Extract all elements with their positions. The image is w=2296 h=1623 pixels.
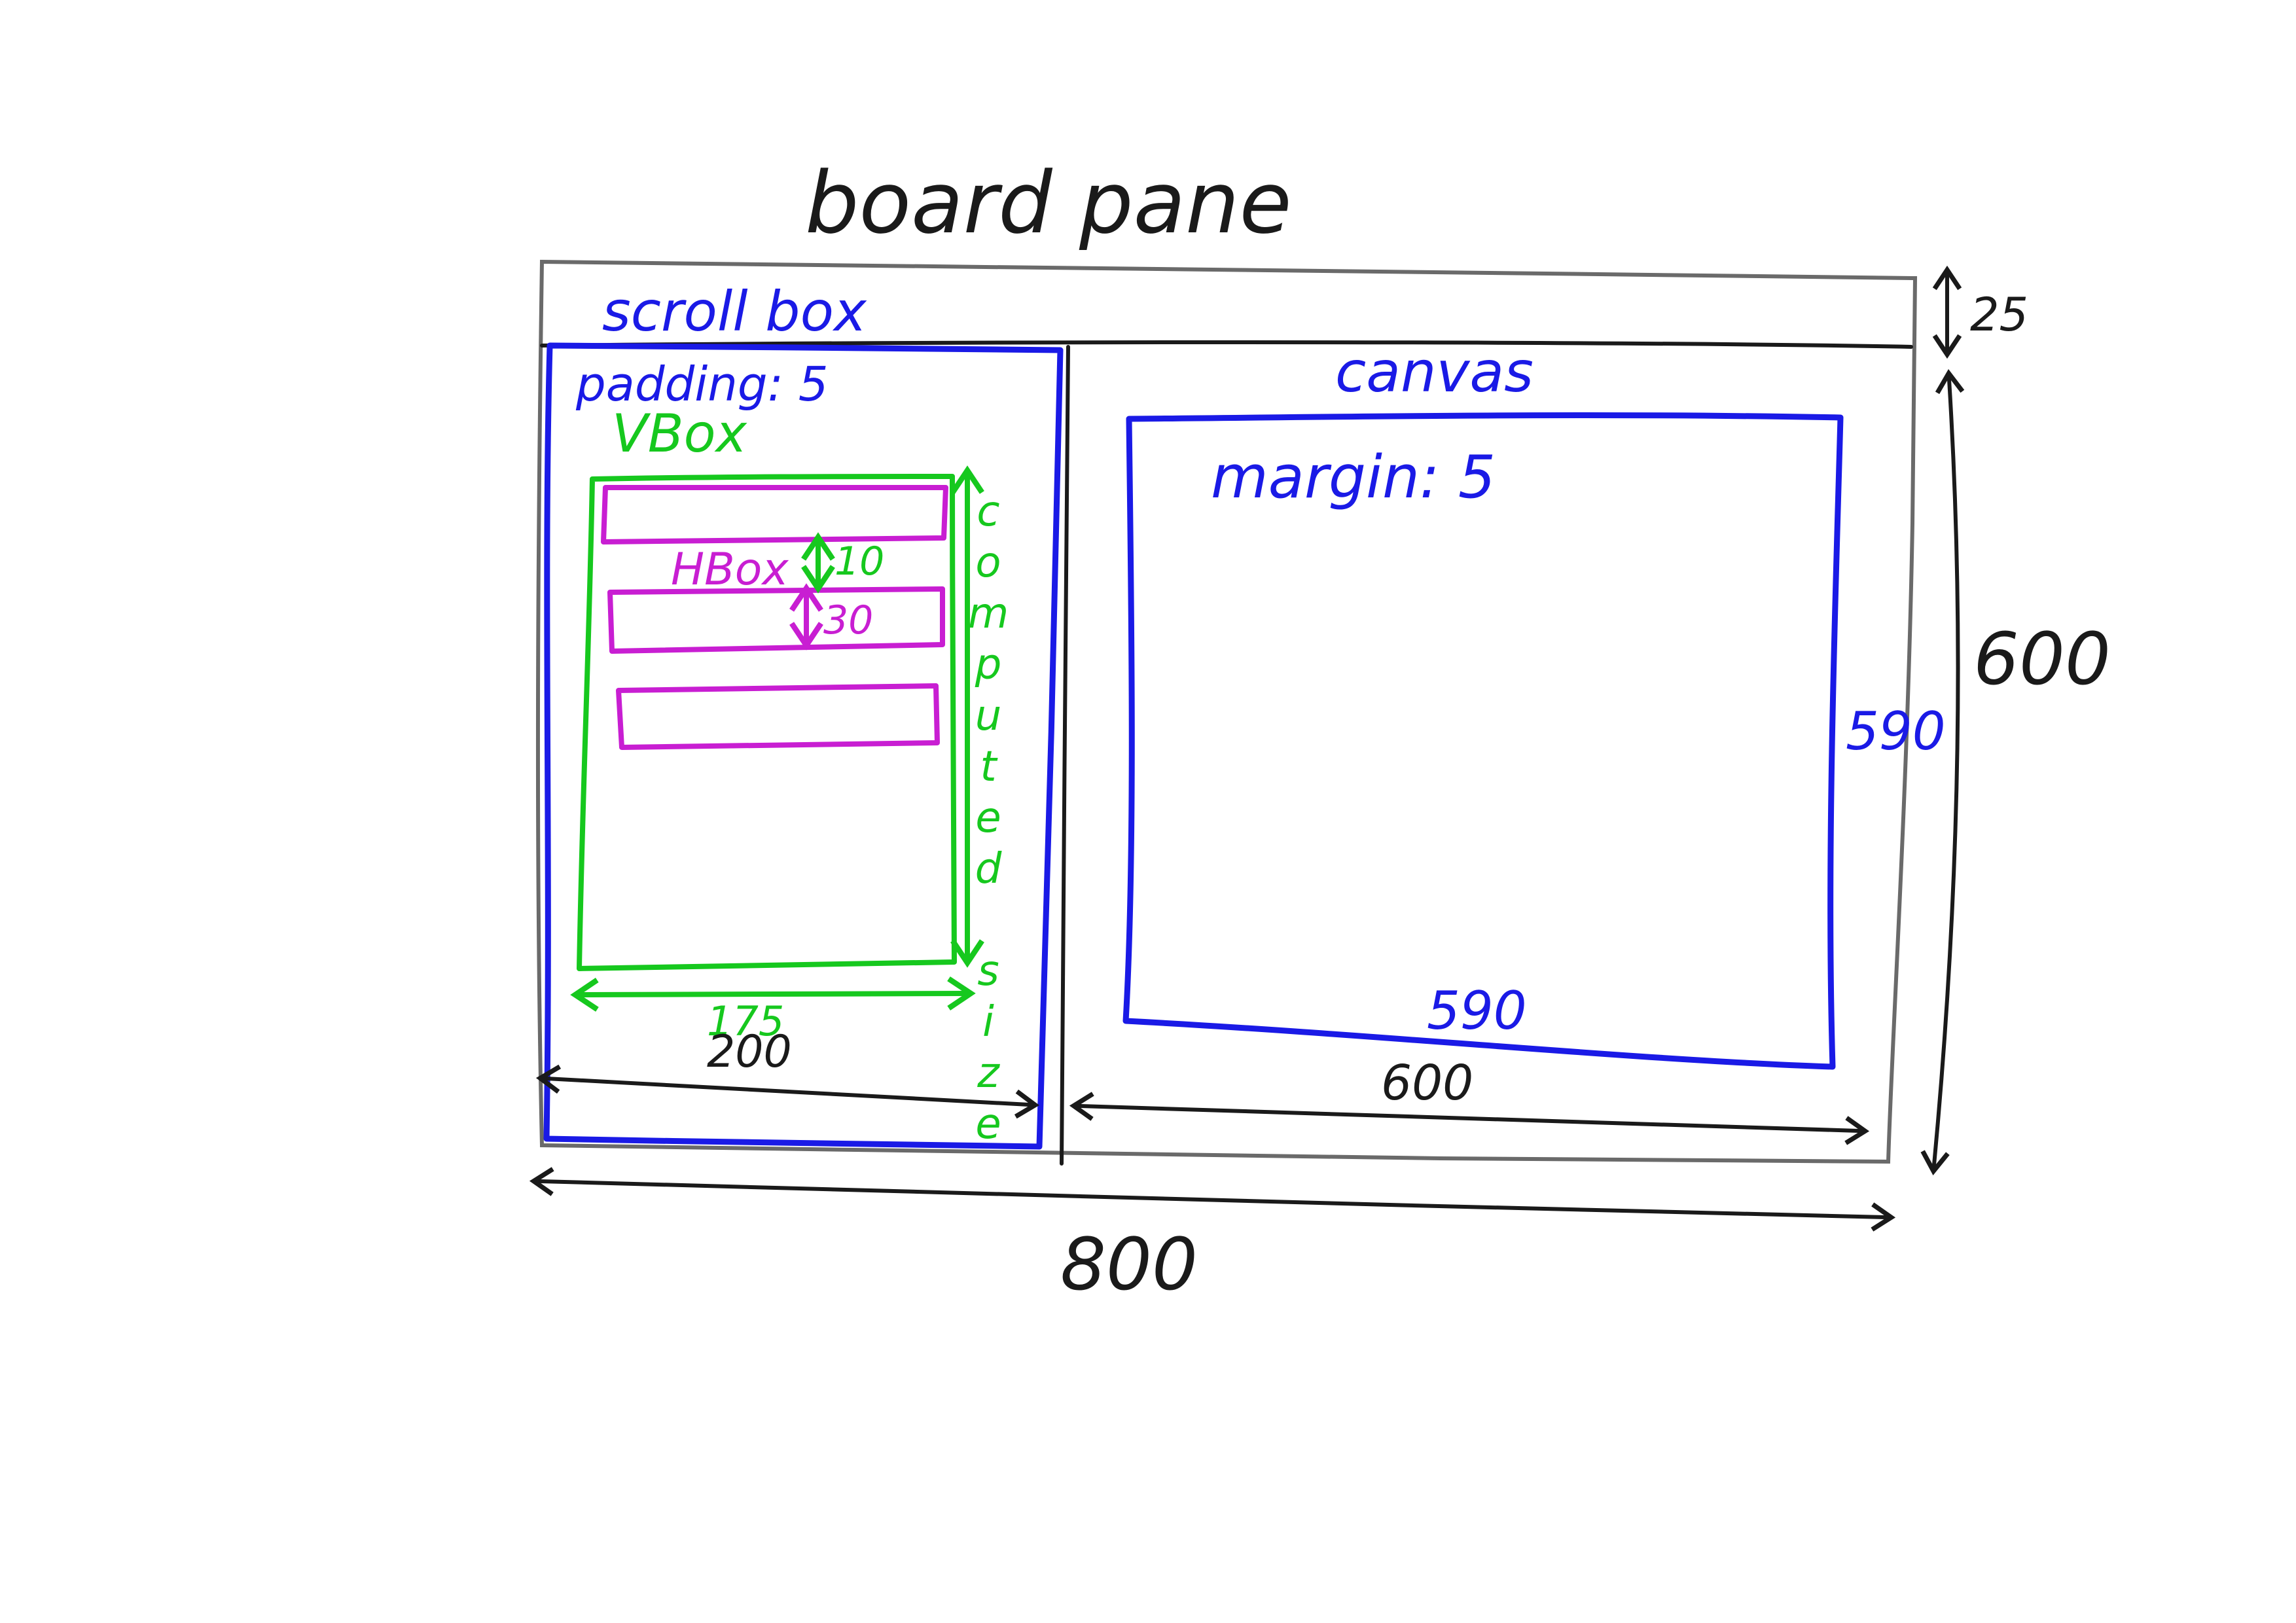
canvas-height-value: 590 <box>1846 701 1946 762</box>
canvas <box>1122 412 1844 1070</box>
board-pane-title: board pane <box>805 153 1292 253</box>
pane-width-arrow <box>529 1167 1896 1232</box>
top-bar-divider <box>540 340 1913 349</box>
hbox-label: HBox <box>671 544 789 596</box>
scroll-canvas-divider <box>1060 345 1070 1166</box>
scroll-box <box>543 342 1064 1150</box>
board-pane-frame <box>535 259 1918 1164</box>
vbox-label: VBox <box>612 403 748 464</box>
canvas-area-width-value: 600 <box>1381 1055 1473 1111</box>
canvas-label: canvas <box>1335 340 1534 405</box>
pane-height-arrow <box>1920 368 1965 1176</box>
pane-height-value: 600 <box>1973 617 2111 701</box>
margin-label: margin: 5 <box>1211 443 1496 512</box>
hbox-2[interactable] <box>607 586 945 654</box>
scroll-box-label: scroll box <box>602 279 867 344</box>
pane-width-value: 800 <box>1060 1222 1198 1306</box>
vbox-width-value: 175 <box>707 997 784 1045</box>
padding-label: padding: 5 <box>575 357 829 412</box>
scroll-box-width-value: 200 <box>707 1026 792 1078</box>
canvas-area-width-arrow <box>1069 1092 1870 1145</box>
top-bar-height-value: 25 <box>1970 288 2028 342</box>
hbox-1[interactable] <box>601 485 948 544</box>
hbox-gap-value: 10 <box>834 539 884 584</box>
computed-size-label: computed size <box>964 488 1013 1151</box>
canvas-width-value: 590 <box>1427 980 1527 1041</box>
vbox-width-arrow <box>570 976 976 1012</box>
hbox-height-value: 30 <box>823 597 873 643</box>
scroll-box-width-arrow <box>535 1064 1040 1119</box>
hbox-3[interactable] <box>616 683 940 750</box>
